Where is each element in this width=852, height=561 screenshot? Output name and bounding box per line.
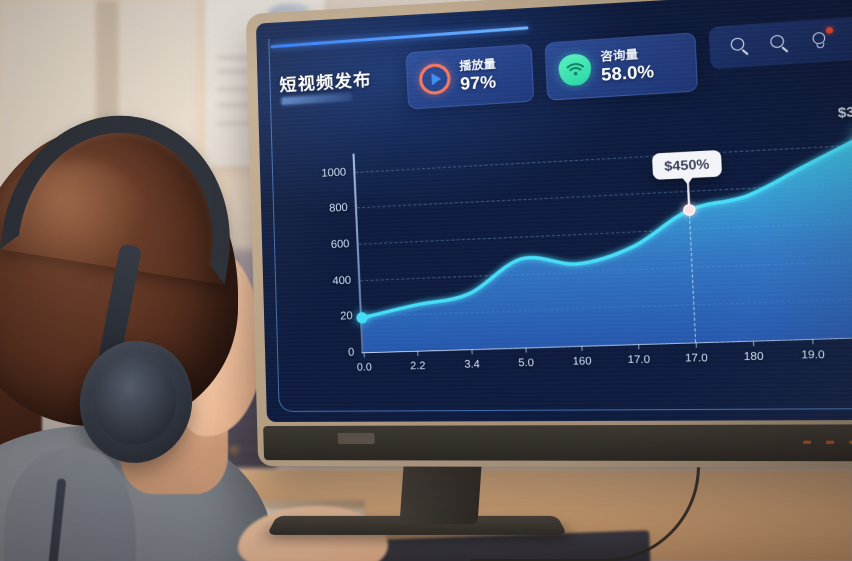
monitor: 短视频发布 播放量 97% <box>245 0 852 561</box>
x-axis-tick-label: 17.0 <box>684 351 708 365</box>
monitor-chin-bar <box>263 424 852 462</box>
y-axis-tick-label: 0 <box>347 346 355 359</box>
wifi-shield-icon <box>557 53 592 87</box>
metric-value-plays: 97% <box>459 72 497 94</box>
y-axis-tick-label: 600 <box>330 238 350 252</box>
y-axis-tick-label: 20 <box>340 310 354 323</box>
chart-tooltip[interactable]: $450% <box>651 150 723 181</box>
hoodie-hood <box>4 448 136 561</box>
header-action-bar <box>708 14 852 70</box>
x-axis-tick-label: 2.2 <box>409 359 426 373</box>
metric-card-plays[interactable]: 播放量 97% <box>405 43 535 110</box>
search-icon[interactable] <box>729 36 750 57</box>
metric-value-consult: 58.0% <box>600 61 655 85</box>
monitor-screen: 短视频发布 播放量 97% <box>255 0 852 423</box>
x-axis-tick-label: 180 <box>744 350 765 364</box>
x-axis-tick-mark <box>753 340 755 346</box>
page-title: 短视频发布 <box>279 70 373 96</box>
x-axis-tick-mark <box>470 349 473 355</box>
play-circle-icon <box>418 62 452 96</box>
x-axis-tick-mark <box>637 344 640 350</box>
notification-badge <box>825 26 834 34</box>
x-axis-tick-mark <box>812 338 814 345</box>
dashboard-app: 短视频发布 播放量 97% <box>255 0 852 423</box>
bell-icon[interactable] <box>809 26 834 51</box>
x-axis-tick-mark <box>416 350 419 356</box>
x-axis-tick-label: 19.0 <box>801 348 826 362</box>
metric-label-plays: 播放量 <box>459 58 497 74</box>
metric-card-consult[interactable]: 咨询量 58.0% <box>544 32 699 101</box>
x-axis-tick-mark <box>525 347 528 353</box>
chart-plot-area[interactable]: 1000 800 600 400 20 0 0.0 2.2 3.4 5.0 160 17.0 17.0 1… <box>321 101 852 374</box>
monitor-led-indicators <box>803 440 852 446</box>
y-axis-tick-label: 800 <box>328 202 349 216</box>
x-axis-tick-label: 160 <box>572 355 592 368</box>
y-axis-tick-label: 1000 <box>321 166 347 180</box>
monitor-bezel: 短视频发布 播放量 97% <box>245 0 852 468</box>
monitor-logo <box>337 432 375 445</box>
chart-panel: 1000 800 600 400 20 0 0.0 2.2 3.4 5.0 160 17.0 17.0 1… <box>297 96 852 394</box>
person-figure <box>0 96 300 561</box>
y-axis-tick-label: 400 <box>332 274 352 288</box>
x-axis-tick-label: 3.4 <box>463 358 480 371</box>
x-axis-tick-label: 5.0 <box>518 356 535 370</box>
chart-end-label: $349% <box>837 101 852 121</box>
x-axis-tick-label: 0.0 <box>356 361 372 374</box>
x-axis-tick-mark <box>695 342 697 348</box>
chart-series <box>355 125 852 353</box>
x-axis-tick-label: 17.0 <box>627 353 651 367</box>
search-icon-2[interactable] <box>769 33 790 54</box>
x-axis-tick-mark <box>581 345 583 351</box>
x-axis-tick-mark <box>363 352 365 358</box>
